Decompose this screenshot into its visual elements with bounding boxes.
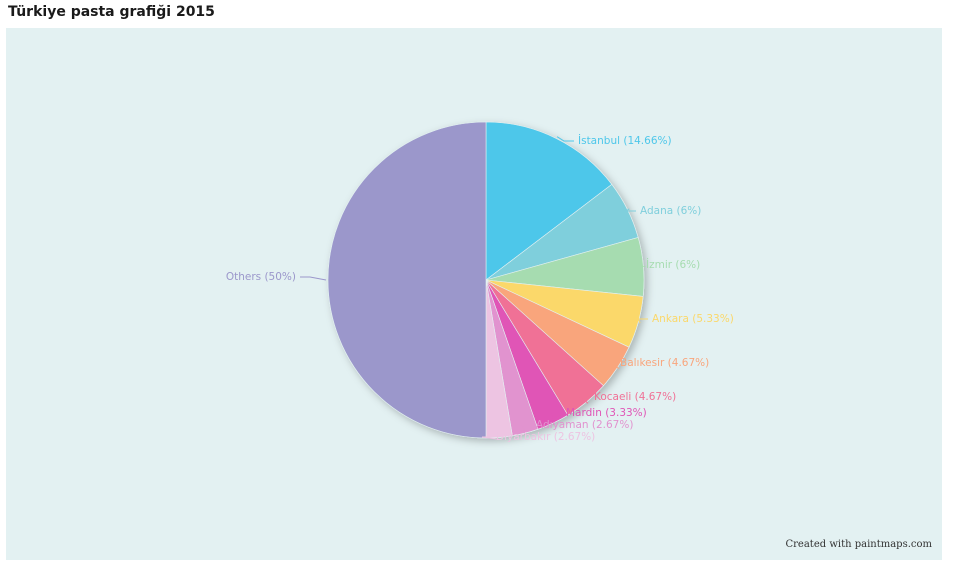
leader-line-diyarbakir (481, 436, 500, 440)
slice-label-adana: Adana (6%) (640, 205, 701, 217)
pie-slice-istanbul (485, 121, 613, 281)
leader-line-adiyaman (521, 424, 532, 436)
leader-line-adana (624, 208, 636, 212)
slice-label-kocaeli: Kocaeli (4.67%) (594, 391, 676, 403)
pie-chart: İstanbul (14.66%) Adana (6%) İzmir (6%) Ank… (226, 121, 734, 443)
leader-line-others (300, 276, 327, 281)
slice-label-mardin: Mardin (3.33%) (566, 407, 647, 419)
slice-label-izmir: İzmir (6%) (646, 258, 700, 271)
leader-line-kocaeli (578, 396, 590, 404)
pie-slice-others (327, 121, 487, 439)
slice-label-ankara: Ankara (5.33%) (652, 313, 734, 325)
leader-lines (300, 136, 648, 440)
slice-label-others: Others (50%) (226, 271, 296, 283)
leader-line-istanbul (556, 136, 574, 142)
leader-line-balikesir (605, 362, 620, 369)
chart-title: Türkiye pasta grafiği 2015 (8, 4, 215, 20)
credit-text: Created with paintmaps.com (785, 539, 932, 550)
slice-label-balikesir: Balıkesir (4.67%) (620, 357, 709, 369)
slice-label-istanbul: İstanbul (14.66%) (578, 134, 672, 147)
slice-label-diyarbakir: Diyarbakır (2.67%) (496, 431, 595, 443)
slice-labels: İstanbul (14.66%) Adana (6%) İzmir (6%) Ank… (226, 134, 734, 443)
chart-panel: İstanbul (14.66%) Adana (6%) İzmir (6%) Ank… (6, 28, 942, 560)
leader-line-izmir (631, 264, 646, 268)
pie-slices (327, 121, 645, 439)
leader-line-mardin (551, 412, 562, 425)
slice-label-adiyaman: Adıyaman (2.67%) (536, 419, 633, 431)
leader-line-ankara (637, 318, 648, 324)
